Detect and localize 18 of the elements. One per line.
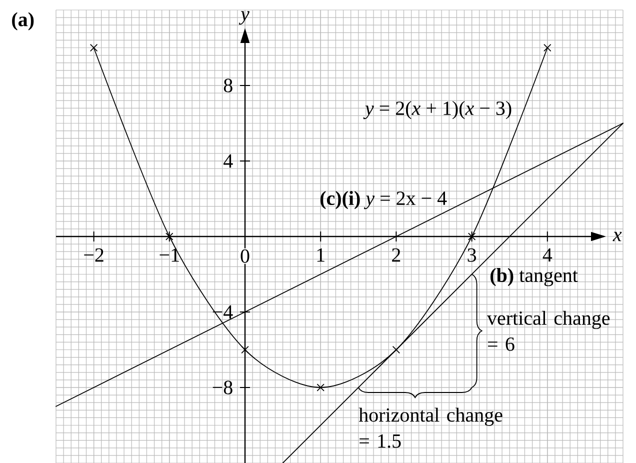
y-tick-label: −8 — [212, 380, 232, 394]
annotation: horizontal change = 1.5 — [358, 408, 502, 448]
x-axis-title: x — [612, 232, 622, 242]
chart-title: (a) — [12, 12, 34, 30]
series-label: (c)(i) y = 2x − 4 — [320, 190, 447, 210]
series-label: (b) tangent — [490, 268, 578, 286]
y-axis-title: y — [238, 11, 250, 25]
x-tick-label: −2 — [84, 248, 104, 262]
y-tick-label: 8 — [224, 78, 232, 92]
x-tick-label: 1 — [317, 248, 324, 262]
x-tick-label: −1 — [160, 248, 179, 262]
x-tick-label: 0 — [240, 249, 250, 263]
annotation: vertical change = 6 — [487, 310, 610, 351]
x-tick-label: 3 — [468, 248, 476, 262]
x-tick-label: 4 — [542, 248, 552, 262]
x-tick-label: 2 — [392, 248, 400, 262]
series-label: y = 2(x + 1)(x − 3) — [363, 100, 512, 120]
y-tick-label: 4 — [224, 154, 233, 168]
